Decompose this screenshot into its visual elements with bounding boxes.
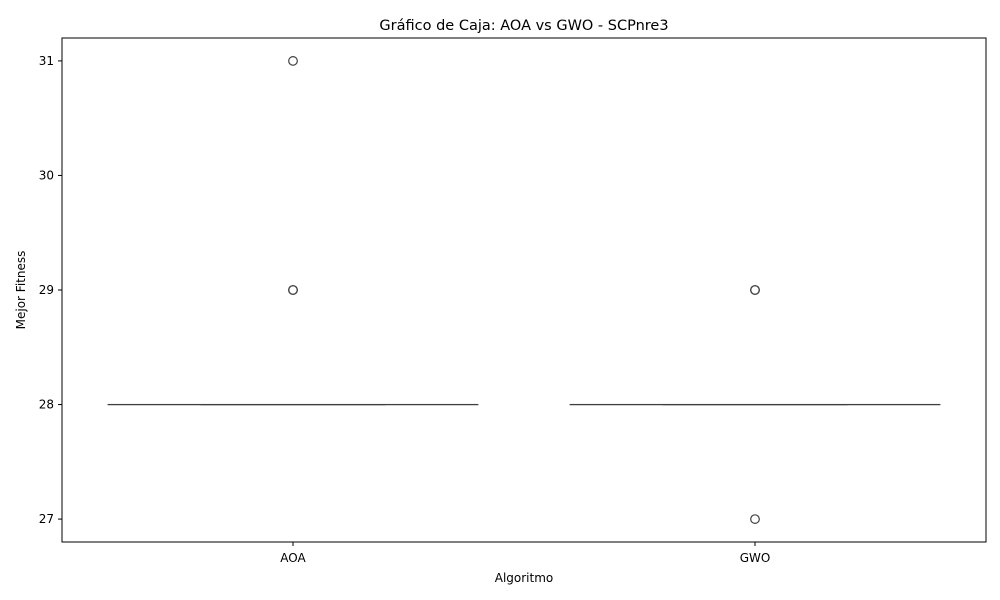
y-tick-label: 27 [39, 512, 54, 526]
y-tick-label: 28 [39, 398, 54, 412]
x-axis-label: Algoritmo [495, 571, 554, 585]
y-axis: 27 28 29 30 31 [39, 54, 62, 526]
plot-area-frame [61, 37, 987, 543]
outlier-point [288, 285, 298, 295]
y-tick-label: 31 [39, 54, 54, 68]
box-series [107, 56, 941, 524]
y-axis-label: Mejor Fitness [14, 251, 28, 330]
box-aoa [107, 56, 479, 406]
y-tick-label: 29 [39, 283, 54, 297]
y-tick-label: 30 [39, 168, 54, 182]
outlier-point [750, 514, 760, 524]
x-tick-label: AOA [280, 551, 306, 565]
outlier-point [750, 285, 760, 295]
box-gwo [569, 285, 941, 524]
chart-title: Gráfico de Caja: AOA vs GWO - SCPnre3 [379, 18, 668, 34]
x-tick-label: GWO [740, 551, 771, 565]
x-axis: AOA GWO [280, 542, 770, 565]
outlier-point [288, 56, 298, 66]
